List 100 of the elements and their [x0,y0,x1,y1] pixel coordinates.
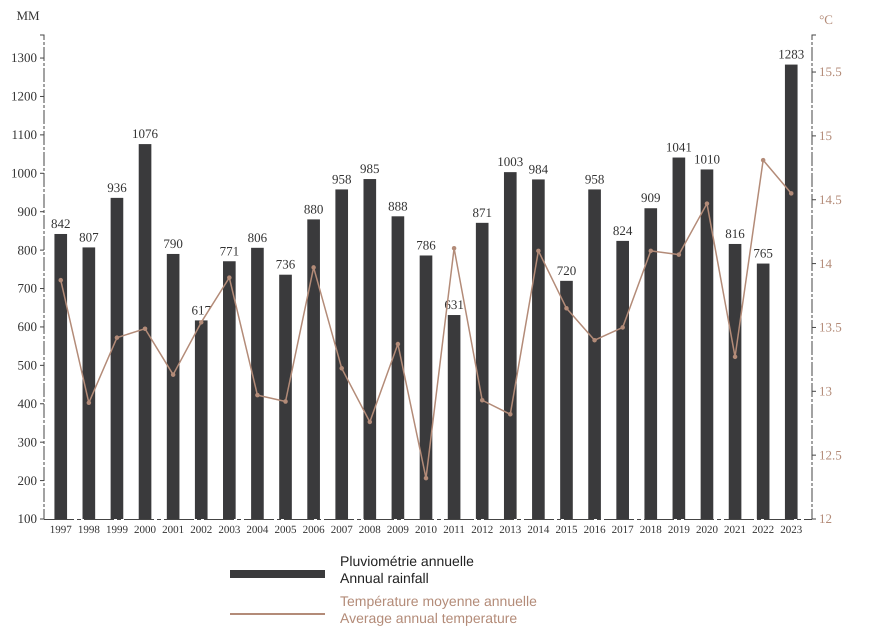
y2-tick-label: 15.5 [819,64,842,80]
point [283,399,288,404]
x-tick-label: 2022 [752,524,774,536]
data-label: 936 [107,180,128,195]
x-tick-label: 2011 [443,524,465,536]
point [732,354,738,360]
y-tick-label: 800 [18,242,37,258]
x-tick-label: 1999 [106,524,128,536]
point [86,400,92,406]
data-label: 984 [528,161,549,176]
x-tick-label: 2000 [134,524,157,536]
data-label: 1010 [694,151,720,166]
data-label: 816 [725,226,746,241]
y2-tick-label: 12 [819,511,832,526]
y-tick-label: 400 [18,396,37,411]
y2-tick-label: 13 [819,383,832,398]
point [452,246,456,251]
data-label: 1003 [497,154,524,170]
point [368,420,372,424]
y2-tick-label: 14.5 [819,192,842,207]
x-tick-label: 2021 [724,524,746,536]
data-label: 958 [584,171,604,186]
data-label: 888 [388,198,408,214]
point [760,158,766,162]
x-tick-label: 2001 [162,524,184,536]
y-tick-label: 600 [18,319,37,334]
y2-axis-title: °C [819,12,833,27]
data-label: 871 [472,204,492,220]
point [198,320,204,325]
point [536,248,541,254]
point [648,248,654,254]
x-tick-label: 2023 [780,524,803,536]
x-tick-label: 1998 [78,524,100,536]
point [508,412,513,417]
data-label: 1283 [778,46,804,62]
point [704,201,710,206]
data-label: 880 [304,201,324,216]
point [339,366,344,371]
x-tick-label: 2013 [499,524,522,536]
data-label: 720 [556,262,576,278]
x-tick-label: 2009 [386,524,410,536]
point [676,252,682,257]
data-label: 842 [51,216,70,231]
x-tick-label: 2015 [555,524,578,536]
point [255,392,260,398]
x-tick-label: 2008 [358,524,382,536]
x-tick-label: 2016 [584,524,606,536]
point [311,265,316,270]
data-label: 786 [416,237,436,252]
x-tick-label: 2019 [668,524,690,536]
x-tick-label: 2005 [274,524,298,536]
point [114,335,120,340]
x-tick-label: 2010 [415,524,438,536]
y-tick-label: 1000 [11,165,37,180]
point [620,325,625,330]
x-tick-label: 2020 [696,524,718,536]
text: Température moyenne annuelle Average annual temperature [340,593,538,626]
data-label: 806 [248,230,268,245]
y2-tick-label: 15 [819,128,832,144]
x-tick-label: 2003 [218,524,241,536]
point [142,326,148,331]
y-tick-label: 500 [18,358,37,373]
data-label: 958 [332,171,352,186]
point [58,278,64,282]
y-tick-label: 1300 [11,50,37,66]
point [592,338,597,342]
x-tick-label: 2014 [527,524,550,536]
y-tick-label: 200 [18,472,37,488]
y2-tick-label: 12.5 [819,447,842,462]
y-axis-title: MM [16,8,40,23]
x-tick-label: 2007 [330,524,354,536]
x-tick-label: 2017 [612,524,634,536]
x-tick-label: 2006 [302,524,326,536]
y-tick-label: 1100 [11,127,37,142]
data-label: 985 [360,161,380,176]
data-label: 909 [641,190,661,206]
x-tick-label: 2004 [246,524,269,536]
y2-tick-label: 13.5 [819,320,842,335]
point [227,275,232,280]
point [396,342,400,346]
x-tick-label: 1997 [50,524,72,536]
data-label: 790 [163,236,183,251]
point [170,372,176,377]
point [424,476,428,480]
x-tick-label: 2002 [190,524,212,536]
data-label: 736 [276,256,296,272]
data-label: 765 [753,246,773,261]
x-tick-label: 2012 [471,524,494,536]
y-tick-label: 700 [18,280,37,296]
text: Pluviométrie annuelle Annual rainfall [340,553,474,586]
point [564,306,569,311]
y-tick-label: 100 [18,511,37,526]
point [480,398,484,402]
data-label: 771 [220,243,240,258]
y-tick-label: 900 [18,204,37,219]
y-tick-label: 300 [18,434,37,450]
data-label: 824 [612,222,633,238]
data-label: 807 [79,229,100,244]
y-tick-label: 1200 [11,88,37,104]
x-tick-label: 2018 [640,524,662,536]
